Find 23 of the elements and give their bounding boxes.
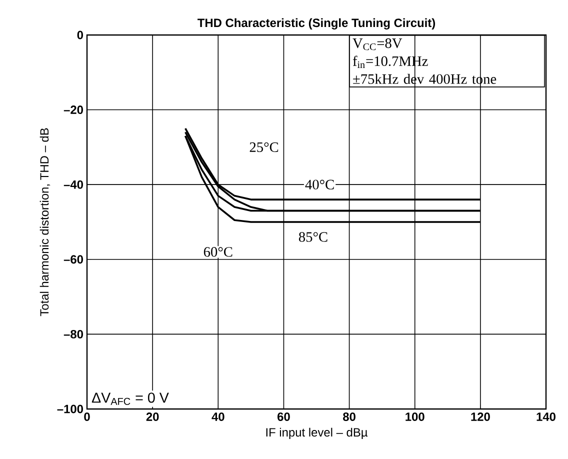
annotation: 85°C bbox=[298, 232, 328, 242]
annotation: 60°C bbox=[204, 247, 232, 257]
x-tick-label: 40 bbox=[212, 412, 224, 421]
y-tick-label: –80 bbox=[64, 330, 83, 338]
x-tick-label: 80 bbox=[343, 412, 356, 421]
y-tick-label: –60 bbox=[64, 255, 83, 264]
annotation: 25°C bbox=[250, 142, 278, 152]
x-axis-title: IF input level – dBµ bbox=[266, 428, 368, 439]
x-tick-label: 140 bbox=[536, 412, 556, 421]
annotation: V$_{CC}$=8V bbox=[352, 38, 402, 50]
x-tick-label: 100 bbox=[406, 412, 424, 421]
x-tick-label: 20 bbox=[146, 412, 159, 421]
annotation: ΔV$_{AFC}$ = 0 V bbox=[92, 392, 169, 405]
y-tick-label: –20 bbox=[64, 106, 83, 114]
y-tick-label: –100 bbox=[57, 404, 83, 414]
x-tick-label: 120 bbox=[471, 412, 490, 421]
y-axis-title: Total harmonic distortion, THD – dB bbox=[40, 128, 50, 316]
annotation: 40°C bbox=[305, 180, 334, 190]
chart-title: THD Characteristic (Single Tuning Circuit) bbox=[198, 18, 436, 30]
x-tick-label: 0 bbox=[84, 412, 90, 421]
x-tick-label: 60 bbox=[278, 412, 290, 421]
y-tick-label: –40 bbox=[64, 180, 83, 189]
y-tick-label: 0 bbox=[77, 30, 83, 40]
